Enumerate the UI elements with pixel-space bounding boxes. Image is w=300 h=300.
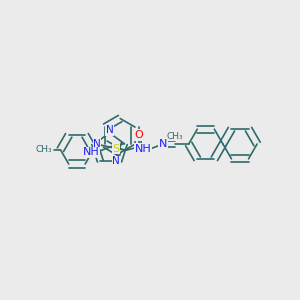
- Text: CH₃: CH₃: [167, 132, 184, 141]
- Text: NH: NH: [83, 147, 100, 157]
- Text: N: N: [106, 125, 113, 136]
- Text: O: O: [134, 130, 143, 140]
- Text: N: N: [93, 139, 101, 149]
- Text: S: S: [112, 143, 120, 154]
- Text: N: N: [159, 139, 167, 149]
- Text: N: N: [112, 156, 120, 166]
- Text: NH: NH: [134, 143, 151, 154]
- Text: CH₃: CH₃: [35, 145, 52, 154]
